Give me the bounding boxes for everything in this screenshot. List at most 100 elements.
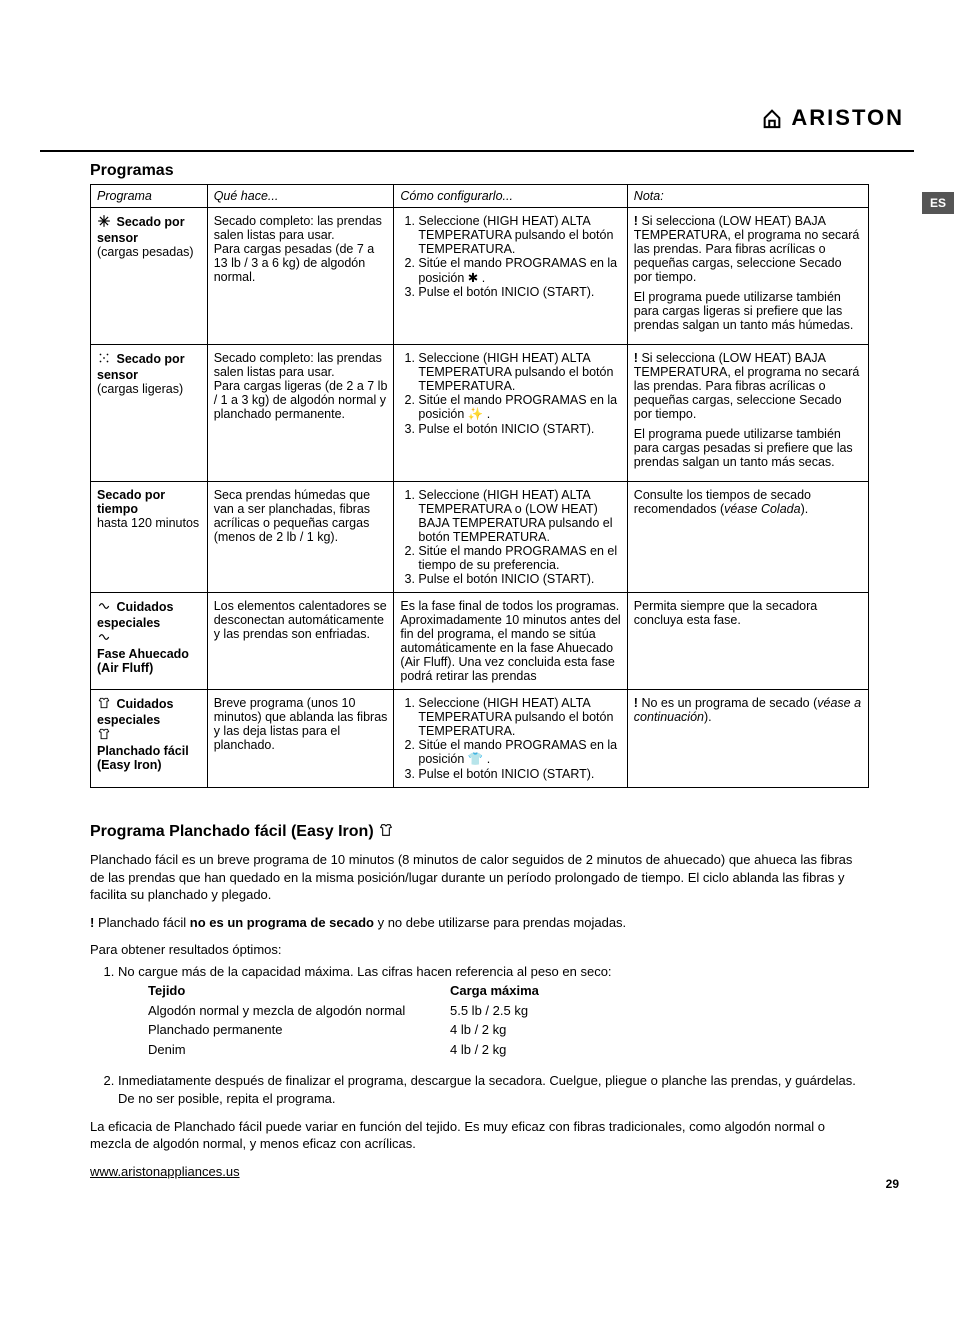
fabric-cell: Planchado permanente xyxy=(148,1021,448,1039)
what-text: Secado completo: las prendas salen lista… xyxy=(214,351,382,379)
program-cell: Cuidados especialesFase Ahuecado (Air Fl… xyxy=(91,593,208,690)
step-item: Seleccione (HIGH HEAT) ALTA TEMPERATURA … xyxy=(418,488,620,544)
p2-bold: no es un programa de secado xyxy=(190,915,374,930)
note-text: Si selecciona (LOW HEAT) BAJA TEMPERATUR… xyxy=(634,214,860,284)
section-title-easy-iron: Programa Planchado fácil (Easy Iron) xyxy=(90,822,869,841)
step-item: Seleccione (HIGH HEAT) ALTA TEMPERATURA … xyxy=(418,214,620,256)
note-text: Permita siempre que la secadora concluya… xyxy=(634,599,817,627)
fabric-cell: Algodón normal y mezcla de algodón norma… xyxy=(148,1002,448,1020)
program-sub: hasta 120 minutos xyxy=(97,516,199,530)
what-cell: Secado completo: las prendas salen lista… xyxy=(207,345,394,482)
program-sub: (cargas pesadas) xyxy=(97,245,194,259)
fluff-icon xyxy=(97,630,111,647)
p2-lead: Planchado fácil xyxy=(94,915,189,930)
what-text: Para cargas ligeras (de 2 a 7 lb / 1 a 3… xyxy=(214,379,388,421)
fabric-th-carga: Carga máxima xyxy=(450,982,551,1000)
note-cell: ! No es un programa de secado (véase a c… xyxy=(627,690,868,788)
note-cell: Permita siempre que la secadora concluya… xyxy=(627,593,868,690)
program-cell: Secado por tiempohasta 120 minutos xyxy=(91,482,208,593)
table-row: Secado por sensor(cargas ligeras)Secado … xyxy=(91,345,869,482)
program-sub: (cargas ligeras) xyxy=(97,382,183,396)
fabric-cell: 4 lb / 2 kg xyxy=(450,1021,551,1039)
program-sub-name: Planchado fácil (Easy Iron) xyxy=(97,744,189,772)
sparkle-icon xyxy=(97,351,111,368)
brand-text: ARISTON xyxy=(791,105,904,131)
step-item: Pulse el botón INICIO (START). xyxy=(418,285,620,299)
snowflake-icon xyxy=(97,214,111,231)
what-text: Los elementos calentadores se desconecta… xyxy=(214,599,387,641)
note-cell: ! Si selecciona (LOW HEAT) BAJA TEMPERAT… xyxy=(627,208,868,345)
optimal-results-intro: Para obtener resultados óptimos: xyxy=(90,941,869,959)
step-item: Pulse el botón INICIO (START). xyxy=(418,572,620,586)
li1-lead: No cargue más de la capacidad máxima. La… xyxy=(118,964,612,979)
note-para2: El programa puede utilizarse también par… xyxy=(634,290,862,332)
what-text: Para cargas pesadas (de 7 a 13 lb / 3 a … xyxy=(214,242,375,284)
fabric-cell: 5.5 lb / 2.5 kg xyxy=(450,1002,551,1020)
what-text: Seca prendas húmedas que van a ser planc… xyxy=(214,488,370,544)
top-divider xyxy=(40,150,914,152)
easy-iron-p1: Planchado fácil es un breve programa de … xyxy=(90,851,869,904)
table-row: Secado por tiempohasta 120 minutosSeca p… xyxy=(91,482,869,593)
step-item: Sitúe el mando PROGRAMAS en el tiempo de… xyxy=(418,544,620,572)
program-cell: Secado por sensor(cargas pesadas) xyxy=(91,208,208,345)
list-item: Inmediatamente después de finalizar el p… xyxy=(118,1072,869,1107)
step-item: Sitúe el mando PROGRAMAS en la posición … xyxy=(418,393,620,422)
shirt-icon xyxy=(378,822,394,838)
brand-house-icon xyxy=(761,107,783,129)
th-que-hace: Qué hace... xyxy=(207,185,394,208)
program-cell: Secado por sensor(cargas ligeras) xyxy=(91,345,208,482)
language-tag: ES xyxy=(922,192,954,214)
what-cell: Secado completo: las prendas salen lista… xyxy=(207,208,394,345)
how-cell: Es la fase final de todos los programas.… xyxy=(394,593,627,690)
efficacy-para: La eficacia de Planchado fácil puede var… xyxy=(90,1118,869,1153)
p2-tail: y no debe utilizarse para prendas mojada… xyxy=(374,915,626,930)
programs-table: Programa Qué hace... Cómo configurarlo..… xyxy=(90,184,869,788)
program-cell: Cuidados especialesPlanchado fácil (Easy… xyxy=(91,690,208,788)
shirt-icon xyxy=(97,727,111,744)
website-url: www.aristonappliances.us xyxy=(90,1164,240,1179)
steps-list: Seleccione (HIGH HEAT) ALTA TEMPERATURA … xyxy=(400,488,620,586)
steps-list: Seleccione (HIGH HEAT) ALTA TEMPERATURA … xyxy=(400,351,620,436)
how-cell: Seleccione (HIGH HEAT) ALTA TEMPERATURA … xyxy=(394,482,627,593)
table-row: Cuidados especialesPlanchado fácil (Easy… xyxy=(91,690,869,788)
table-row: Cuidados especialesFase Ahuecado (Air Fl… xyxy=(91,593,869,690)
steps-list: Seleccione (HIGH HEAT) ALTA TEMPERATURA … xyxy=(400,696,620,781)
step-item: Pulse el botón INICIO (START). xyxy=(418,767,620,781)
how-cell: Seleccione (HIGH HEAT) ALTA TEMPERATURA … xyxy=(394,690,627,788)
note-cell: Consulte los tiempos de secado recomenda… xyxy=(627,482,868,593)
program-sub-name: Fase Ahuecado (Air Fluff) xyxy=(97,647,189,675)
how-cell: Seleccione (HIGH HEAT) ALTA TEMPERATURA … xyxy=(394,208,627,345)
page-number: 29 xyxy=(886,1177,899,1191)
note-text: Si selecciona (LOW HEAT) BAJA TEMPERATUR… xyxy=(634,351,860,421)
step-item: Seleccione (HIGH HEAT) ALTA TEMPERATURA … xyxy=(418,696,620,738)
step-item: Pulse el botón INICIO (START). xyxy=(418,422,620,436)
shirt-icon xyxy=(97,696,111,713)
section-title-programas: Programas xyxy=(90,162,869,180)
step-item: Sitúe el mando PROGRAMAS en la posición … xyxy=(418,738,620,767)
note-para2: El programa puede utilizarse también par… xyxy=(634,427,862,469)
fluff-icon xyxy=(97,599,111,616)
what-cell: Los elementos calentadores se desconecta… xyxy=(207,593,394,690)
note-tail: ). xyxy=(801,502,809,516)
fabric-table: Tejido Carga máxima Algodón normal y mez… xyxy=(146,980,553,1060)
what-text: Breve programa (unos 10 minutos) que abl… xyxy=(214,696,388,752)
optimal-results-list: No cargue más de la capacidad máxima. La… xyxy=(90,963,869,1108)
how-cell: Seleccione (HIGH HEAT) ALTA TEMPERATURA … xyxy=(394,345,627,482)
th-nota: Nota: xyxy=(627,185,868,208)
note-ital: véase Colada xyxy=(724,502,800,516)
note-tail: ). xyxy=(704,710,712,724)
what-cell: Seca prendas húmedas que van a ser planc… xyxy=(207,482,394,593)
fabric-cell: 4 lb / 2 kg xyxy=(450,1041,551,1059)
fabric-th-tejido: Tejido xyxy=(148,982,448,1000)
th-como: Cómo configurarlo... xyxy=(394,185,627,208)
table-row: Secado por sensor(cargas pesadas)Secado … xyxy=(91,208,869,345)
fabric-cell: Denim xyxy=(148,1041,448,1059)
step-item: Sitúe el mando PROGRAMAS en la posición … xyxy=(418,256,620,285)
step-item: Seleccione (HIGH HEAT) ALTA TEMPERATURA … xyxy=(418,351,620,393)
easy-iron-title-text: Programa Planchado fácil (Easy Iron) xyxy=(90,823,374,840)
list-item: No cargue más de la capacidad máxima. La… xyxy=(118,963,869,1061)
what-cell: Breve programa (unos 10 minutos) que abl… xyxy=(207,690,394,788)
easy-iron-p2: ! Planchado fácil no es un programa de s… xyxy=(90,914,869,932)
steps-list: Seleccione (HIGH HEAT) ALTA TEMPERATURA … xyxy=(400,214,620,299)
note-cell: ! Si selecciona (LOW HEAT) BAJA TEMPERAT… xyxy=(627,345,868,482)
